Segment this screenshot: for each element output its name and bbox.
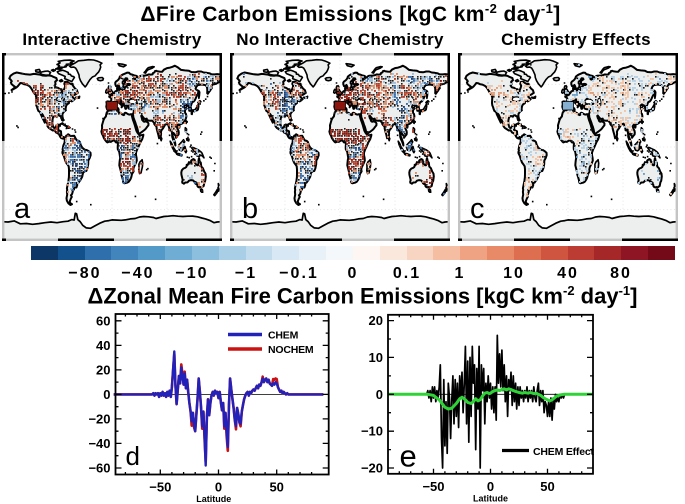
- svg-text:−50: −50: [149, 480, 171, 495]
- svg-text:c: c: [470, 193, 485, 225]
- svg-text:−40: −40: [88, 436, 110, 451]
- svg-text:NOCHEM: NOCHEM: [268, 344, 314, 356]
- svg-text:CHEM Effect: CHEM Effect: [533, 446, 595, 458]
- svg-text:0: 0: [215, 480, 222, 495]
- svg-text:−10: −10: [361, 424, 383, 439]
- svg-text:20: 20: [369, 313, 383, 328]
- svg-text:60: 60: [96, 313, 110, 328]
- svg-text:20: 20: [96, 362, 110, 377]
- svg-text:b: b: [242, 193, 258, 225]
- svg-text:50: 50: [540, 479, 554, 494]
- svg-text:40: 40: [96, 338, 110, 353]
- svg-text:0: 0: [103, 387, 110, 402]
- svg-text:e: e: [400, 439, 417, 474]
- svg-text:a: a: [14, 193, 31, 225]
- svg-text:0: 0: [376, 387, 383, 402]
- svg-text:10: 10: [369, 350, 383, 365]
- svg-text:CHEM: CHEM: [268, 330, 299, 342]
- svg-text:−50: −50: [422, 479, 444, 494]
- svg-text:Latitude: Latitude: [196, 494, 231, 504]
- svg-text:0: 0: [487, 479, 494, 494]
- svg-text:50: 50: [269, 480, 283, 495]
- svg-text:−20: −20: [361, 461, 383, 476]
- svg-text:−60: −60: [88, 461, 110, 476]
- svg-text:Latitude: Latitude: [473, 493, 508, 503]
- svg-text:d: d: [126, 441, 140, 471]
- svg-text:−20: −20: [88, 411, 110, 426]
